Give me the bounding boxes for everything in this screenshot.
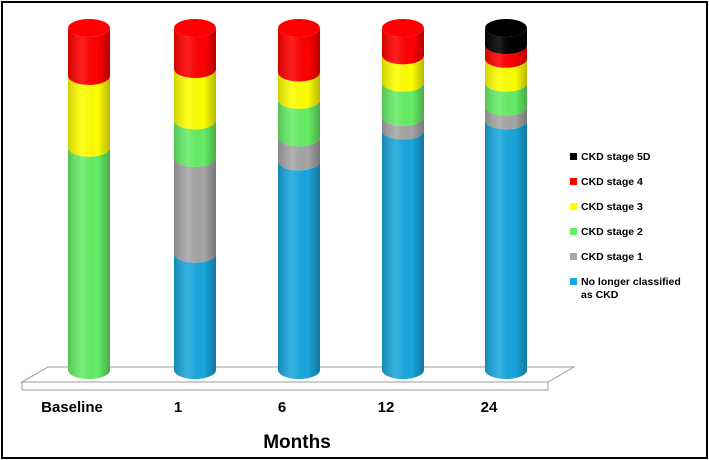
legend-swatch-ckd-stage-2 <box>570 228 577 235</box>
bar-segment-shading <box>382 130 424 379</box>
bar-top-cap-24 <box>485 19 527 37</box>
bar-segment-shading <box>382 55 424 92</box>
legend-label-ckd-stage-2: CKD stage 2 <box>581 226 643 238</box>
bar-segment-shading <box>278 72 320 109</box>
legend-swatch-ckd-stage-5d <box>570 153 577 160</box>
bar-segment-shading <box>68 147 110 379</box>
bar-segment-shading <box>174 28 216 79</box>
legend-label-no-longer-classified-as-ckd: No longer classified as CKD <box>581 276 681 301</box>
bar-stack-12 <box>382 19 424 379</box>
legend-swatch-ckd-stage-4 <box>570 178 577 185</box>
legend-label-ckd-stage-3: CKD stage 3 <box>581 201 643 213</box>
x-tick-label-1: 1 <box>174 399 182 416</box>
bar-segment-shading <box>485 58 527 92</box>
bar-top-cap-6 <box>278 19 320 37</box>
bar-top-cap-12 <box>382 19 424 37</box>
bar-segment-shading <box>485 120 527 379</box>
bar-segment-shading <box>174 69 216 130</box>
legend: CKD stage 5D CKD stage 4 CKD stage 3 CKD st… <box>570 151 681 301</box>
bar-segment-shading <box>278 28 320 82</box>
bar-segment-shading <box>485 82 527 116</box>
bar-top-cap-1 <box>174 19 216 37</box>
legend-label-ckd-stage-1: CKD stage 1 <box>581 251 643 263</box>
legend-label-ckd-stage-5d: CKD stage 5D <box>581 151 651 163</box>
chart-floor-front <box>21 381 549 391</box>
bar-segment-shading <box>174 253 216 379</box>
x-tick-labels: Baseline 1 6 12 24 <box>41 399 498 416</box>
bar-stack-6 <box>278 19 320 379</box>
legend-swatch-no-longer-classified-as-ckd <box>570 278 577 285</box>
x-axis-title: Months <box>263 432 331 453</box>
bar-stack-24 <box>485 19 527 379</box>
bars-group <box>68 19 527 379</box>
x-tick-label-6: 6 <box>278 399 286 416</box>
bar-segment-shading <box>68 75 110 157</box>
bar-stack-baseline <box>68 19 110 379</box>
bar-segment-shading <box>485 45 527 68</box>
bar-segment-shading <box>382 28 424 65</box>
bar-stack-1 <box>174 19 216 379</box>
bar-segment-shading <box>382 82 424 126</box>
legend-swatch-ckd-stage-3 <box>570 203 577 210</box>
legend-label-ckd-stage-4: CKD stage 4 <box>581 176 643 188</box>
bar-segment-shading <box>174 157 216 263</box>
bar-segment-shading <box>382 116 424 140</box>
bar-segment-shading <box>278 137 320 171</box>
bar-segment-shading <box>278 99 320 147</box>
bar-segment-shading <box>68 28 110 85</box>
bar-segment-shading <box>485 106 527 130</box>
bar-top-cap-baseline <box>68 19 110 37</box>
legend-swatch-ckd-stage-1 <box>570 253 577 260</box>
x-tick-label-12: 12 <box>378 399 395 416</box>
bar-segment-shading <box>485 28 527 55</box>
x-tick-label-baseline: Baseline <box>41 399 103 416</box>
bar-segment-shading <box>278 161 320 379</box>
x-tick-label-24: 24 <box>481 399 498 416</box>
bar-segment-shading <box>174 120 216 167</box>
